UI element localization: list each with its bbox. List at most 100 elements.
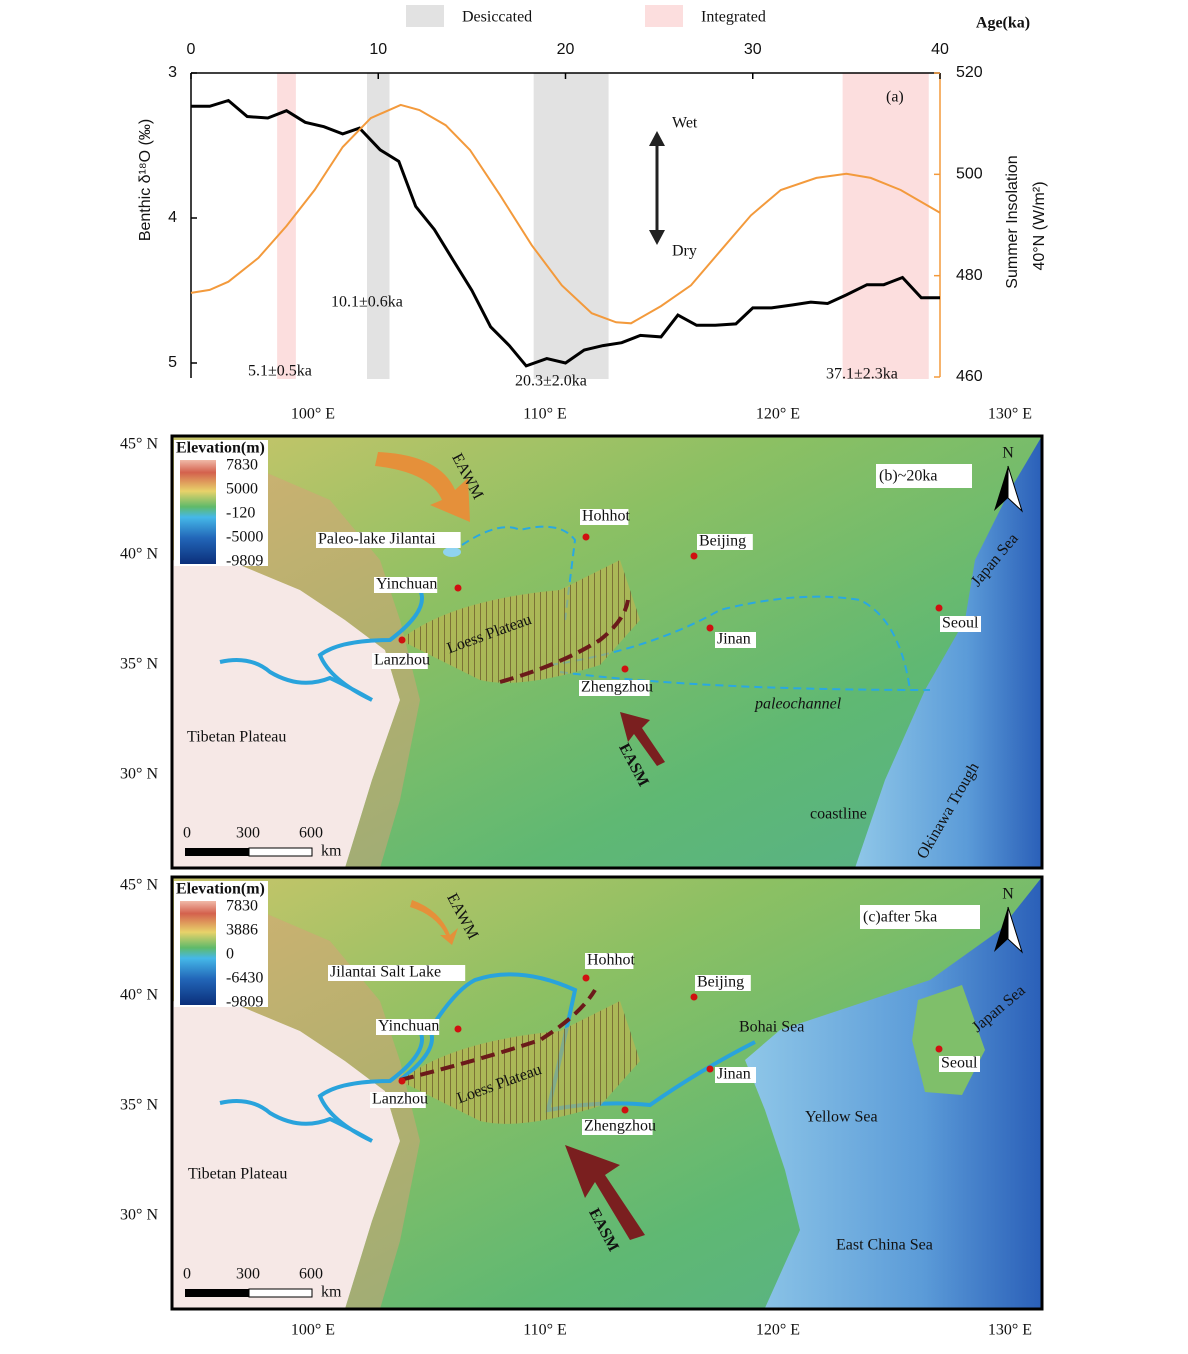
y2-tick-label: 460 <box>956 368 983 385</box>
city-marker <box>690 993 698 1001</box>
lat-label: 45° N <box>120 436 158 453</box>
place-label: Tibetan Plateau <box>187 729 286 746</box>
band <box>367 73 390 379</box>
label-bg <box>715 1067 756 1083</box>
place-label: Seoul <box>941 1055 978 1072</box>
place-label: East China Sea <box>836 1237 933 1254</box>
place-label: Zhengzhou <box>584 1118 656 1135</box>
city-marker <box>935 604 943 612</box>
lon-label: 100° E <box>291 406 335 423</box>
mountain-edge <box>172 470 420 868</box>
map-frame <box>170 434 1044 870</box>
place-label: Bohai Sea <box>739 1019 804 1036</box>
mountain-edge <box>172 911 420 1308</box>
upper-river <box>219 589 424 702</box>
lon-label: 120° E <box>756 1322 800 1339</box>
north-arrow <box>1007 906 1024 954</box>
line-series <box>191 98 940 368</box>
place-label: Jinan <box>717 631 751 648</box>
city-marker <box>706 624 714 632</box>
lat-label: 45° N <box>120 877 158 894</box>
scale-label: km <box>321 1284 342 1301</box>
sea <box>745 877 1042 1308</box>
place-label: Hohhot <box>582 508 631 525</box>
legend-tick: -5000 <box>226 529 263 546</box>
place-label: Hohhot <box>587 952 636 969</box>
band <box>842 73 929 379</box>
city-marker <box>690 552 698 560</box>
lon-label: 110° E <box>523 1322 567 1339</box>
easm-arrow <box>565 1145 645 1240</box>
paleo-river <box>461 525 577 621</box>
elevation-bar <box>180 901 216 1005</box>
legend-tick: -9809 <box>226 553 263 570</box>
y-tick-label: 4 <box>168 209 177 226</box>
y2-tick-label: 500 <box>956 166 983 183</box>
lon-label: 130° E <box>988 1322 1032 1339</box>
label-bg <box>582 1119 653 1135</box>
x-tick-label: 40 <box>931 41 949 58</box>
scale-label: 0 <box>183 825 191 842</box>
label-bg <box>376 1019 440 1035</box>
legend-tick: 7830 <box>226 457 258 474</box>
line-series <box>190 103 941 325</box>
lat-label: 30° N <box>120 766 158 783</box>
place-label: Jilantai Salt Lake <box>330 964 441 981</box>
x-tick-label: 30 <box>744 41 762 58</box>
loess-plateau <box>400 1001 640 1124</box>
annotation: Wet <box>672 115 698 132</box>
lat-label: 40° N <box>120 987 158 1004</box>
lat-label: 40° N <box>120 546 158 563</box>
place-label: Yellow Sea <box>805 1109 878 1126</box>
label-bg <box>370 1092 426 1108</box>
north-arrow <box>1007 465 1024 513</box>
place-label: Seoul <box>942 615 979 632</box>
sea <box>855 436 1042 868</box>
boundary <box>399 988 597 1082</box>
boundary <box>499 599 630 684</box>
legend-title: Elevation(m) <box>176 440 265 457</box>
place-label: Zhengzhou <box>581 679 653 696</box>
map <box>172 436 1042 868</box>
band <box>533 73 609 379</box>
map <box>172 877 1042 1308</box>
legend-swatch <box>406 5 444 27</box>
label-bg <box>939 1056 980 1072</box>
place-label: Yinchuan <box>378 1018 439 1035</box>
label-box <box>860 905 980 929</box>
lat-label: 35° N <box>120 656 158 673</box>
x-tick-label: 0 <box>187 41 196 58</box>
place-label: Beijing <box>697 974 744 991</box>
city-marker <box>398 1077 406 1085</box>
place-label: coastline <box>810 806 867 823</box>
place-label: Lanzhou <box>374 652 430 669</box>
city-marker <box>935 1045 943 1053</box>
label-bg <box>579 680 650 696</box>
panel-label: (a) <box>886 89 904 106</box>
place-label: Beijing <box>699 533 746 550</box>
legend-tick: 5000 <box>226 481 258 498</box>
legend-tick: 0 <box>226 946 234 963</box>
label-bg <box>316 532 461 548</box>
tibet-highland <box>172 1001 400 1308</box>
city-marker <box>582 533 590 541</box>
city-marker <box>621 1106 629 1114</box>
x-axis-label: Age(ka) <box>976 15 1030 32</box>
scale-label: 600 <box>299 825 323 842</box>
label-bg <box>695 975 751 991</box>
north-label: N <box>1002 886 1014 903</box>
annotation: 5.1±0.5ka <box>248 363 312 380</box>
legend-label: Desiccated <box>462 9 532 26</box>
place-label: paleochannel <box>754 696 842 713</box>
legend-tick: -120 <box>226 505 255 522</box>
lon-label: 120° E <box>756 406 800 423</box>
y-tick-label: 3 <box>168 64 177 81</box>
y2-axis-label: 40°N (W/m²) <box>1031 181 1048 270</box>
lat-label: 30° N <box>120 1207 158 1224</box>
y2-tick-label: 520 <box>956 64 983 81</box>
label-bg <box>585 953 634 969</box>
y-axis-label: Benthic δ¹⁸O (‰) <box>137 119 154 241</box>
map-frame <box>170 875 1044 1311</box>
easm-arrow <box>620 712 665 766</box>
tibet-highland <box>172 560 400 868</box>
